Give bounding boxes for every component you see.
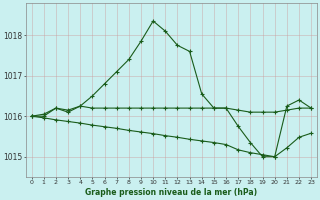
X-axis label: Graphe pression niveau de la mer (hPa): Graphe pression niveau de la mer (hPa) bbox=[85, 188, 257, 197]
